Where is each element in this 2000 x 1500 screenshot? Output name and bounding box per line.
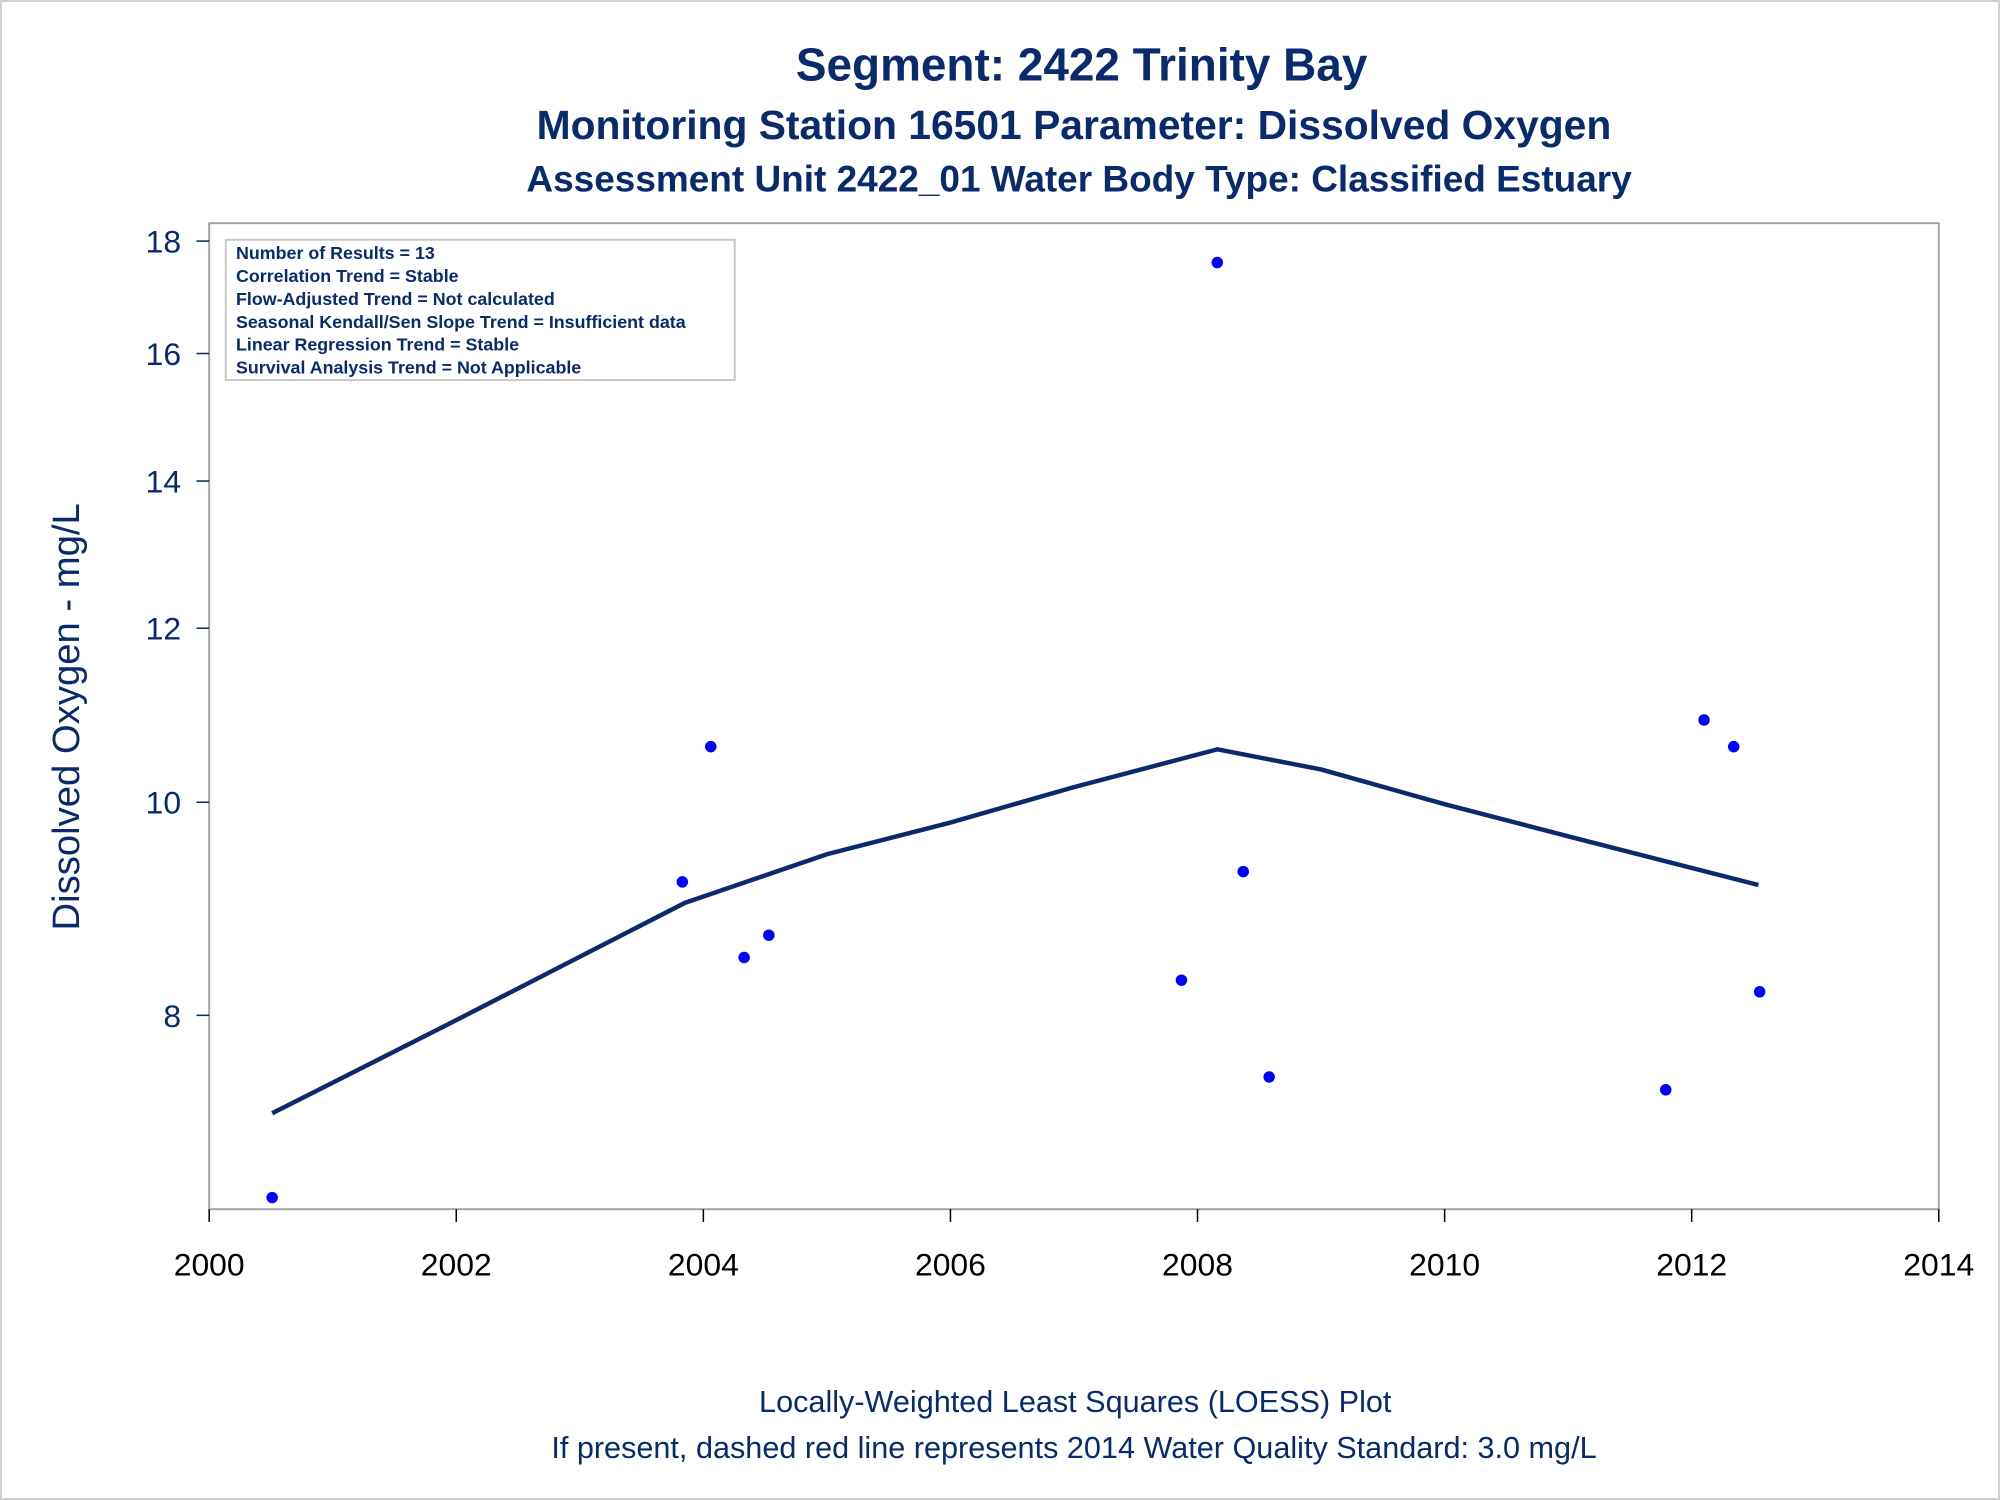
footnote-standard: If present, dashed red line represents 2… xyxy=(551,1431,1596,1465)
stats-line: Flow-Adjusted Trend = Not calculated xyxy=(236,289,555,309)
loess-line xyxy=(271,747,1759,1116)
y-tick-label: 8 xyxy=(163,998,181,1034)
x-tick-label: 2002 xyxy=(421,1247,492,1283)
stats-line: Correlation Trend = Stable xyxy=(236,266,459,286)
data-point xyxy=(676,876,689,888)
y-tick-label: 12 xyxy=(146,611,181,647)
stats-box xyxy=(224,238,736,382)
x-tick-label: 2004 xyxy=(668,1247,739,1283)
data-point xyxy=(266,1191,278,1204)
data-point xyxy=(705,740,717,753)
chart-subtitle: Monitoring Station 16501 Parameter: Diss… xyxy=(537,102,1612,148)
stats-line: Number of Results = 13 xyxy=(236,243,435,263)
data-point xyxy=(1727,740,1740,753)
x-tick-label: 2010 xyxy=(1409,1247,1480,1283)
stats-line: Survival Analysis Trend = Not Applicable xyxy=(236,358,581,378)
data-point xyxy=(738,951,750,964)
chart-title: Segment: 2422 Trinity Bay xyxy=(796,38,1368,90)
x-tick-label: 2014 xyxy=(1903,1247,1974,1283)
plot-area xyxy=(208,222,1940,1211)
data-point xyxy=(1660,1084,1672,1096)
data-point xyxy=(763,929,775,941)
stats-line: Seasonal Kendall/Sen Slope Trend = Insuf… xyxy=(236,312,687,332)
x-tick-label: 2000 xyxy=(174,1247,245,1283)
x-tick-label: 2012 xyxy=(1656,1247,1727,1283)
y-tick-label: 10 xyxy=(146,785,181,821)
y-tick-label: 16 xyxy=(146,336,181,372)
data-point xyxy=(1237,865,1249,878)
y-tick-label: 14 xyxy=(146,464,181,500)
footnote-loess: Locally-Weighted Least Squares (LOESS) P… xyxy=(759,1385,1392,1419)
chart-subtitle-2: Assessment Unit 2422_01 Water Body Type:… xyxy=(526,158,1632,199)
data-point xyxy=(1698,714,1710,726)
data-point xyxy=(1263,1071,1275,1083)
data-point xyxy=(1211,256,1224,269)
stats-line: Linear Regression Trend = Stable xyxy=(236,335,519,355)
y-axis-label: Dissolved Oxygen - mg/L xyxy=(45,503,88,930)
x-tick-label: 2006 xyxy=(915,1247,986,1283)
data-point xyxy=(1753,986,1766,998)
y-tick-label: 18 xyxy=(146,224,181,260)
x-tick-label: 2008 xyxy=(1162,1247,1233,1283)
data-point xyxy=(1175,974,1188,986)
